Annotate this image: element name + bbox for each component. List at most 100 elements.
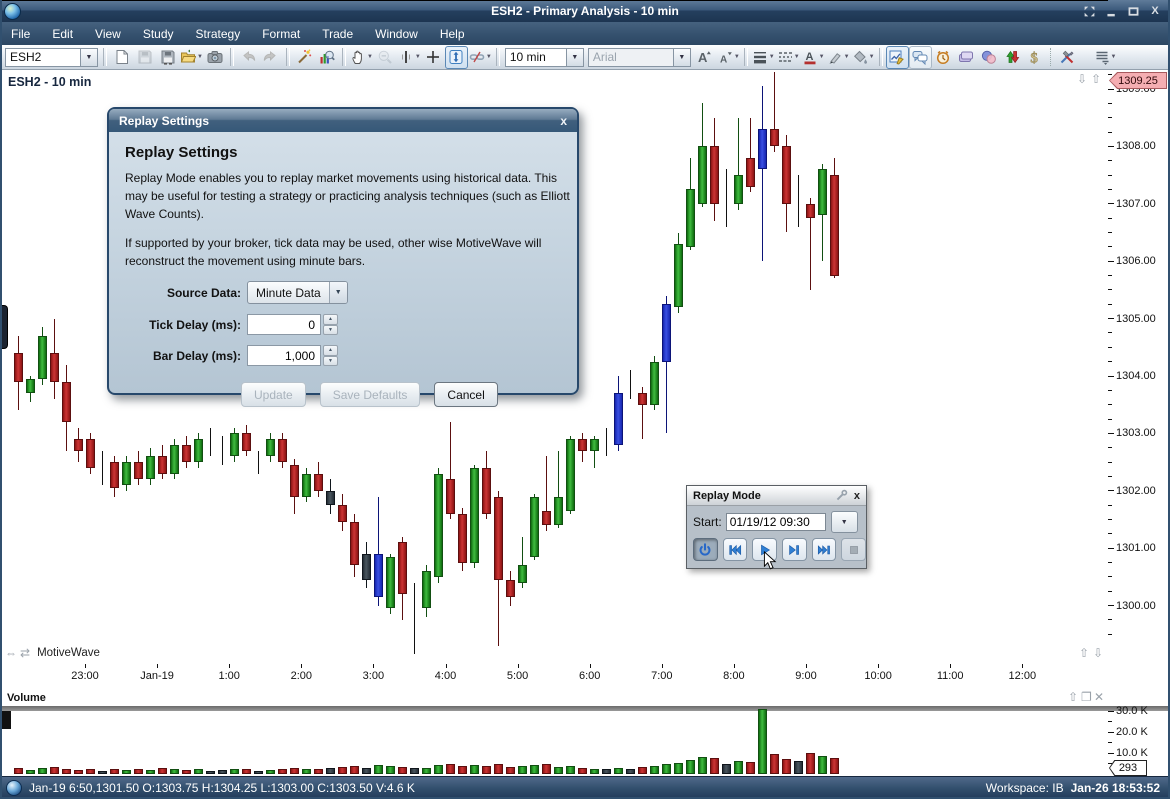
pan-up-icon[interactable]: ⇧	[1091, 72, 1102, 86]
menu-window[interactable]: Window	[375, 26, 418, 41]
close-icon[interactable]: ✕	[1094, 690, 1105, 704]
highlighter-icon[interactable]: ▼	[826, 46, 851, 69]
comments-icon[interactable]	[908, 45, 932, 69]
compress-icon[interactable]: ⇄	[20, 646, 31, 660]
bar-delay-stepper[interactable]: ▲ ▼	[323, 345, 338, 366]
candle	[398, 542, 407, 595]
start-datetime-input[interactable]	[725, 513, 826, 531]
collapsed-panel-tab[interactable]	[0, 305, 8, 349]
pane-divider[interactable]	[0, 706, 1170, 711]
replay-panel-title-bar[interactable]: Replay Mode x	[687, 486, 866, 506]
dollar-icon[interactable]: $	[1024, 46, 1047, 69]
spin-down-icon[interactable]: ▼	[323, 324, 338, 335]
list-menu-icon[interactable]: ▼	[1093, 46, 1118, 69]
candle	[290, 464, 299, 497]
pan-down-icon[interactable]: ⇩	[1093, 646, 1104, 660]
chevron-down-icon[interactable]: ▼	[565, 47, 584, 67]
power-button[interactable]	[693, 538, 718, 561]
spin-up-icon[interactable]: ▲	[323, 314, 338, 325]
undo-icon[interactable]	[237, 46, 260, 69]
open-icon[interactable]: ▼	[179, 46, 204, 69]
screenshot-icon[interactable]	[204, 46, 227, 69]
tools-icon[interactable]	[1056, 46, 1079, 69]
rewind-button[interactable]	[722, 538, 748, 561]
chevron-down-icon[interactable]: ▼	[672, 47, 691, 67]
pan-up-icon[interactable]: ⇧	[1079, 646, 1090, 660]
candle-wick	[810, 198, 811, 290]
line-width-icon[interactable]: ▼	[751, 46, 776, 69]
candle	[194, 439, 203, 463]
menu-format[interactable]: Format	[262, 26, 301, 41]
volume-bar	[470, 764, 479, 774]
study-browser-icon[interactable]	[316, 46, 339, 69]
close-icon[interactable]: X	[1151, 5, 1159, 17]
menu-edit[interactable]: Edit	[52, 26, 74, 41]
menu-view[interactable]: View	[95, 26, 121, 41]
menu-strategy[interactable]: Strategy	[195, 26, 241, 41]
minimize-icon[interactable]	[1104, 4, 1118, 18]
candle	[182, 444, 191, 463]
fit-vertical-icon[interactable]	[444, 45, 468, 69]
font-color-icon[interactable]: A ▼	[804, 51, 825, 65]
spin-up-icon[interactable]: ▲	[323, 345, 338, 356]
font-decrease-icon[interactable]: A ▼	[719, 52, 740, 65]
redo-icon[interactable]	[260, 46, 283, 69]
panels-icon[interactable]	[955, 46, 978, 69]
tick-delay-input[interactable]	[247, 314, 321, 335]
pan-hand-icon[interactable]: ▼	[349, 46, 374, 69]
pan-up-icon[interactable]: ⇧	[1068, 690, 1079, 704]
cancel-button[interactable]: Cancel	[434, 382, 498, 407]
maximize-icon[interactable]	[1126, 4, 1140, 18]
symbol-combo[interactable]: ESH2 ▼	[5, 47, 98, 67]
new-chart-icon[interactable]	[110, 46, 133, 69]
save-defaults-button[interactable]: Save Defaults	[319, 382, 421, 407]
step-forward-button[interactable]	[782, 538, 807, 561]
scroll-horizontal-icon[interactable]: ⇔	[5, 646, 17, 660]
tick-delay-stepper[interactable]: ▲ ▼	[323, 314, 338, 335]
fast-forward-button[interactable]	[811, 538, 837, 561]
start-dropdown-button[interactable]: ▼	[830, 511, 858, 533]
save-all-icon[interactable]	[156, 46, 179, 69]
volume-bar	[362, 767, 371, 774]
menu-help[interactable]: Help	[439, 26, 465, 41]
expand-icon[interactable]	[1082, 4, 1096, 18]
timeframe-combo[interactable]: 10 min ▼	[504, 47, 584, 67]
magic-wand-icon[interactable]	[293, 46, 316, 69]
candle	[710, 146, 719, 204]
bar-delay-input[interactable]	[247, 345, 321, 366]
menu-file[interactable]: File	[11, 26, 31, 41]
candle	[818, 169, 827, 216]
save-icon[interactable]	[133, 46, 156, 69]
draw-mode-icon[interactable]	[885, 45, 909, 69]
timeframe-combo-value[interactable]: 10 min	[504, 47, 566, 67]
dialog-close-icon[interactable]: x	[560, 113, 567, 128]
link-charts-icon[interactable]: ▼	[468, 46, 493, 69]
crosshair-icon[interactable]	[422, 46, 445, 69]
symbol-combo-value[interactable]: ESH2	[5, 47, 80, 67]
chevron-down-icon[interactable]: ▼	[80, 47, 98, 67]
pan-down-icon[interactable]: ⇩	[1077, 72, 1088, 86]
dialog-title-bar[interactable]: Replay Settings x	[109, 109, 577, 132]
update-button[interactable]: Update	[241, 382, 306, 407]
restore-icon[interactable]: ❐	[1081, 690, 1092, 704]
shapes-icon[interactable]	[978, 46, 1001, 69]
alerts-icon[interactable]	[932, 46, 955, 69]
trade-arrows-icon[interactable]	[1001, 46, 1024, 69]
font-combo[interactable]: Arial ▼	[587, 47, 691, 67]
fill-color-icon[interactable]: ▼	[851, 46, 876, 69]
menu-study[interactable]: Study	[142, 26, 174, 41]
time-axis-label: Jan-19	[140, 670, 174, 682]
source-data-select[interactable]: Minute Data ▼	[247, 281, 348, 304]
menu-trade[interactable]: Trade	[322, 26, 354, 41]
bar-width-icon[interactable]: ▼	[401, 51, 421, 63]
font-increase-icon[interactable]: A	[693, 46, 716, 69]
zoom-out-icon[interactable]	[374, 46, 397, 69]
stop-button[interactable]	[841, 538, 867, 561]
wrench-icon[interactable]	[835, 489, 848, 502]
line-style-icon[interactable]: ▼	[778, 52, 800, 62]
font-combo-value[interactable]: Arial	[587, 47, 673, 67]
spin-down-icon[interactable]: ▼	[323, 355, 338, 366]
bar-delay-label: Bar Delay (ms):	[152, 348, 241, 363]
panel-close-icon[interactable]: x	[853, 489, 860, 502]
